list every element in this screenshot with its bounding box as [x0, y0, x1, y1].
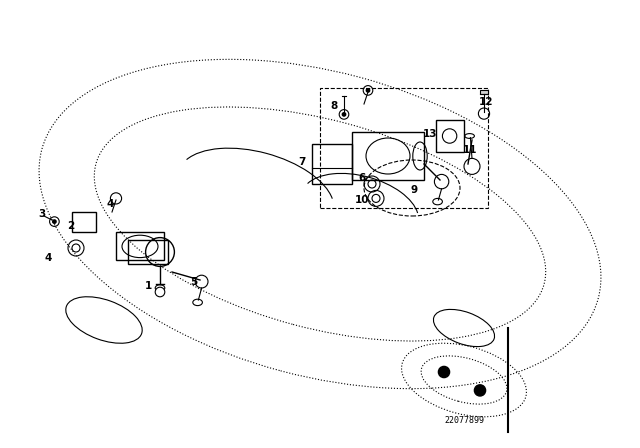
Text: 13: 13 — [423, 129, 438, 139]
Text: 9: 9 — [411, 185, 418, 195]
Circle shape — [474, 385, 486, 396]
Text: 3: 3 — [38, 209, 45, 220]
Text: 4: 4 — [107, 199, 114, 209]
Circle shape — [365, 88, 371, 93]
Text: 7: 7 — [299, 157, 306, 167]
Text: 2: 2 — [67, 220, 74, 231]
Circle shape — [438, 366, 450, 378]
Text: 11: 11 — [463, 146, 477, 155]
Text: 8: 8 — [331, 101, 338, 111]
Text: 22077899: 22077899 — [444, 415, 484, 425]
Text: 5: 5 — [190, 276, 197, 287]
Text: 1: 1 — [145, 281, 152, 291]
Circle shape — [155, 287, 165, 297]
Text: 12: 12 — [479, 97, 493, 108]
Text: 6: 6 — [358, 172, 365, 183]
Text: 10: 10 — [355, 195, 369, 205]
Circle shape — [52, 219, 57, 224]
Polygon shape — [480, 90, 488, 95]
Text: 4: 4 — [44, 253, 52, 263]
Circle shape — [342, 112, 346, 117]
